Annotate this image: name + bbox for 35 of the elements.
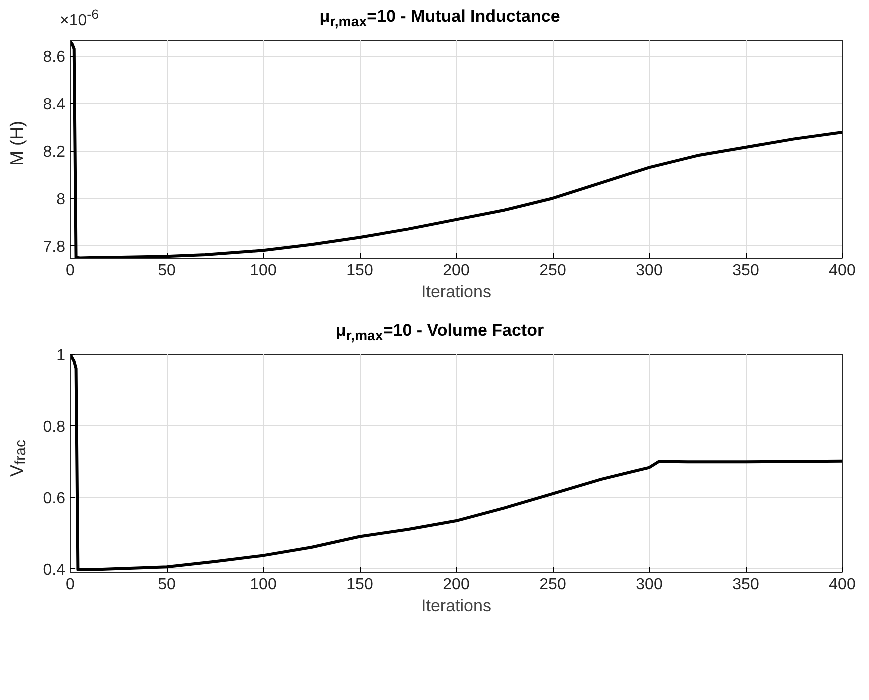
y-axis-title: M (H) xyxy=(6,120,28,168)
y-tick-label: 0.4 xyxy=(43,562,66,579)
y-tick-label: 0.8 xyxy=(43,418,66,436)
x-tick-label: 350 xyxy=(732,576,760,594)
y-tick-label: 8 xyxy=(56,191,66,208)
x-tick-label: 400 xyxy=(829,576,856,594)
x-tick-label: 100 xyxy=(250,576,277,594)
x-tick-label: 200 xyxy=(443,576,470,594)
text: ×10$^{-6}$ xyxy=(59,6,99,32)
x-axis-title: Iterations xyxy=(422,282,492,302)
x-tick-label: 250 xyxy=(540,262,566,280)
chart-title: μ$_{r,max}$=10 - Mutual Inductance xyxy=(318,6,562,32)
x-tick-label: 150 xyxy=(346,262,374,280)
x-tick-label: 300 xyxy=(636,576,663,594)
x-tick-label: 50 xyxy=(158,576,176,594)
x-tick-label: 200 xyxy=(443,262,470,280)
y-tick-label: 7.8 xyxy=(43,238,66,256)
line-series xyxy=(70,40,842,258)
x-axis-title: Iterations xyxy=(422,596,492,616)
x-tick-label: 400 xyxy=(829,262,856,280)
x-tick-label: 350 xyxy=(732,262,760,280)
y-tick-label: 1 xyxy=(56,348,66,364)
x-tick-label: 100 xyxy=(250,262,277,280)
x-tick-label: 150 xyxy=(346,576,374,594)
y-tick-label: 8.4 xyxy=(43,96,66,114)
y-tick-label: 8.6 xyxy=(43,49,66,66)
y-tick-label: 0.6 xyxy=(43,490,66,508)
x-tick-label: 250 xyxy=(540,576,566,594)
x-tick-label: 0 xyxy=(66,576,76,594)
line-series xyxy=(70,354,842,572)
y-tick-label: 8.2 xyxy=(43,144,66,162)
x-tick-label: 0 xyxy=(66,262,76,280)
chart-title: μ$_{r,max}$=10 - Volume Factor xyxy=(334,320,546,346)
x-tick-label: 50 xyxy=(158,262,176,280)
x-tick-label: 300 xyxy=(636,262,663,280)
